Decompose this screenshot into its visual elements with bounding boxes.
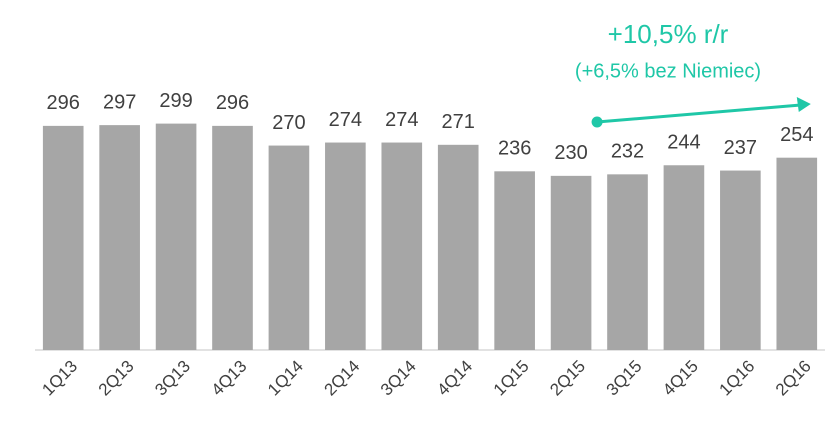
bar: [776, 157, 818, 350]
annotation-main: +10,5% r/r: [608, 19, 729, 49]
x-tick-label: 2Q14: [321, 357, 364, 400]
x-tick-label: 4Q15: [659, 357, 702, 400]
value-label: 296: [47, 92, 80, 114]
bar: [494, 171, 535, 350]
x-tick-label: 3Q14: [377, 357, 420, 400]
value-label: 296: [216, 92, 249, 114]
bar: [607, 174, 648, 350]
bar: [212, 125, 253, 350]
value-label: 299: [159, 90, 192, 112]
value-label: 237: [724, 137, 757, 159]
x-tick-label: 2Q15: [546, 357, 589, 400]
x-tick-label: 3Q15: [603, 357, 646, 400]
x-tick-label: 2Q16: [772, 357, 815, 400]
bar: [99, 125, 140, 350]
bar: [720, 170, 761, 350]
trend-arrow-start: [591, 116, 603, 128]
bar: [155, 123, 197, 350]
value-label: 274: [385, 109, 418, 131]
value-label: 244: [667, 132, 700, 154]
x-tick-label: 2Q13: [95, 357, 138, 400]
bar: [325, 142, 366, 350]
trend-arrow: [596, 103, 801, 124]
value-label: 236: [498, 138, 531, 160]
value-label: 230: [554, 142, 587, 164]
value-label: 232: [611, 141, 644, 163]
value-label: 271: [442, 111, 475, 133]
x-tick-label: 1Q15: [490, 357, 533, 400]
bar: [268, 145, 310, 350]
bar: [381, 142, 423, 350]
trend-arrow-head: [796, 97, 811, 112]
x-tick-label: 1Q16: [716, 357, 759, 400]
bar: [42, 125, 84, 350]
x-tick-label: 1Q14: [264, 357, 307, 400]
bar: [663, 165, 705, 350]
value-label: 270: [272, 112, 305, 134]
x-tick-label: 3Q13: [151, 357, 194, 400]
bar: [550, 175, 592, 350]
value-label: 254: [780, 124, 813, 146]
x-tick-label: 4Q13: [208, 357, 251, 400]
annotation-sub: (+6,5% bez Niemiec): [575, 60, 761, 82]
value-label: 297: [103, 91, 136, 113]
x-tick-label: 4Q14: [433, 357, 476, 400]
x-tick-label: 1Q13: [38, 357, 81, 400]
bar: [437, 144, 479, 350]
value-label: 274: [329, 109, 362, 131]
